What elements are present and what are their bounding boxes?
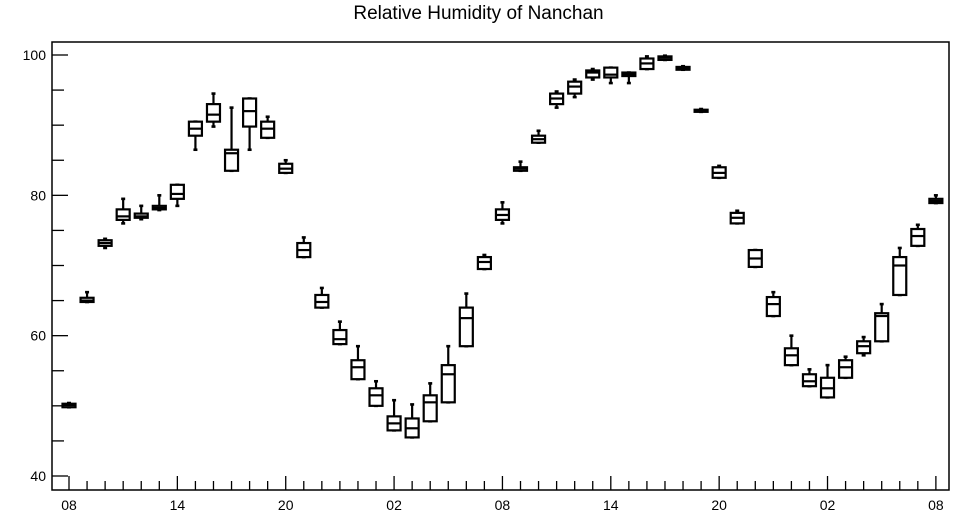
box-iqr bbox=[892, 255, 908, 297]
box-iqr bbox=[440, 364, 456, 404]
box-iqr bbox=[350, 359, 366, 381]
box-iqr bbox=[765, 295, 781, 318]
box-iqr bbox=[332, 328, 348, 346]
x-tick-label: 02 bbox=[820, 497, 836, 513]
y-tick-label: 100 bbox=[23, 47, 47, 63]
box-iqr bbox=[115, 208, 131, 221]
box-iqr bbox=[783, 347, 800, 367]
y-tick-label: 80 bbox=[30, 187, 46, 203]
x-tick-label: 08 bbox=[61, 497, 77, 513]
box-iqr bbox=[910, 227, 926, 247]
box-iqr bbox=[603, 66, 619, 79]
box-iqr bbox=[169, 183, 185, 200]
x-tick-label: 02 bbox=[386, 497, 402, 513]
x-tick-label: 08 bbox=[928, 497, 944, 513]
chart-title: Relative Humidity of Nanchan bbox=[353, 3, 604, 24]
x-tick-label: 20 bbox=[711, 497, 727, 513]
box-iqr bbox=[422, 394, 438, 423]
box-iqr bbox=[458, 306, 474, 348]
x-tick-label: 20 bbox=[278, 497, 294, 513]
box-iqr bbox=[837, 359, 854, 379]
y-tick-label: 40 bbox=[30, 468, 46, 484]
box-iqr bbox=[585, 69, 601, 79]
box-iqr bbox=[242, 97, 258, 128]
box-iqr bbox=[874, 312, 890, 343]
y-tick-label: 60 bbox=[30, 328, 46, 344]
x-tick-label: 08 bbox=[495, 497, 511, 513]
box-iqr bbox=[368, 387, 384, 407]
x-tick-label: 14 bbox=[603, 497, 619, 513]
box-iqr bbox=[223, 148, 240, 172]
x-tick-label: 14 bbox=[170, 497, 186, 513]
plot-frame bbox=[51, 41, 950, 491]
box-iqr bbox=[205, 103, 222, 123]
